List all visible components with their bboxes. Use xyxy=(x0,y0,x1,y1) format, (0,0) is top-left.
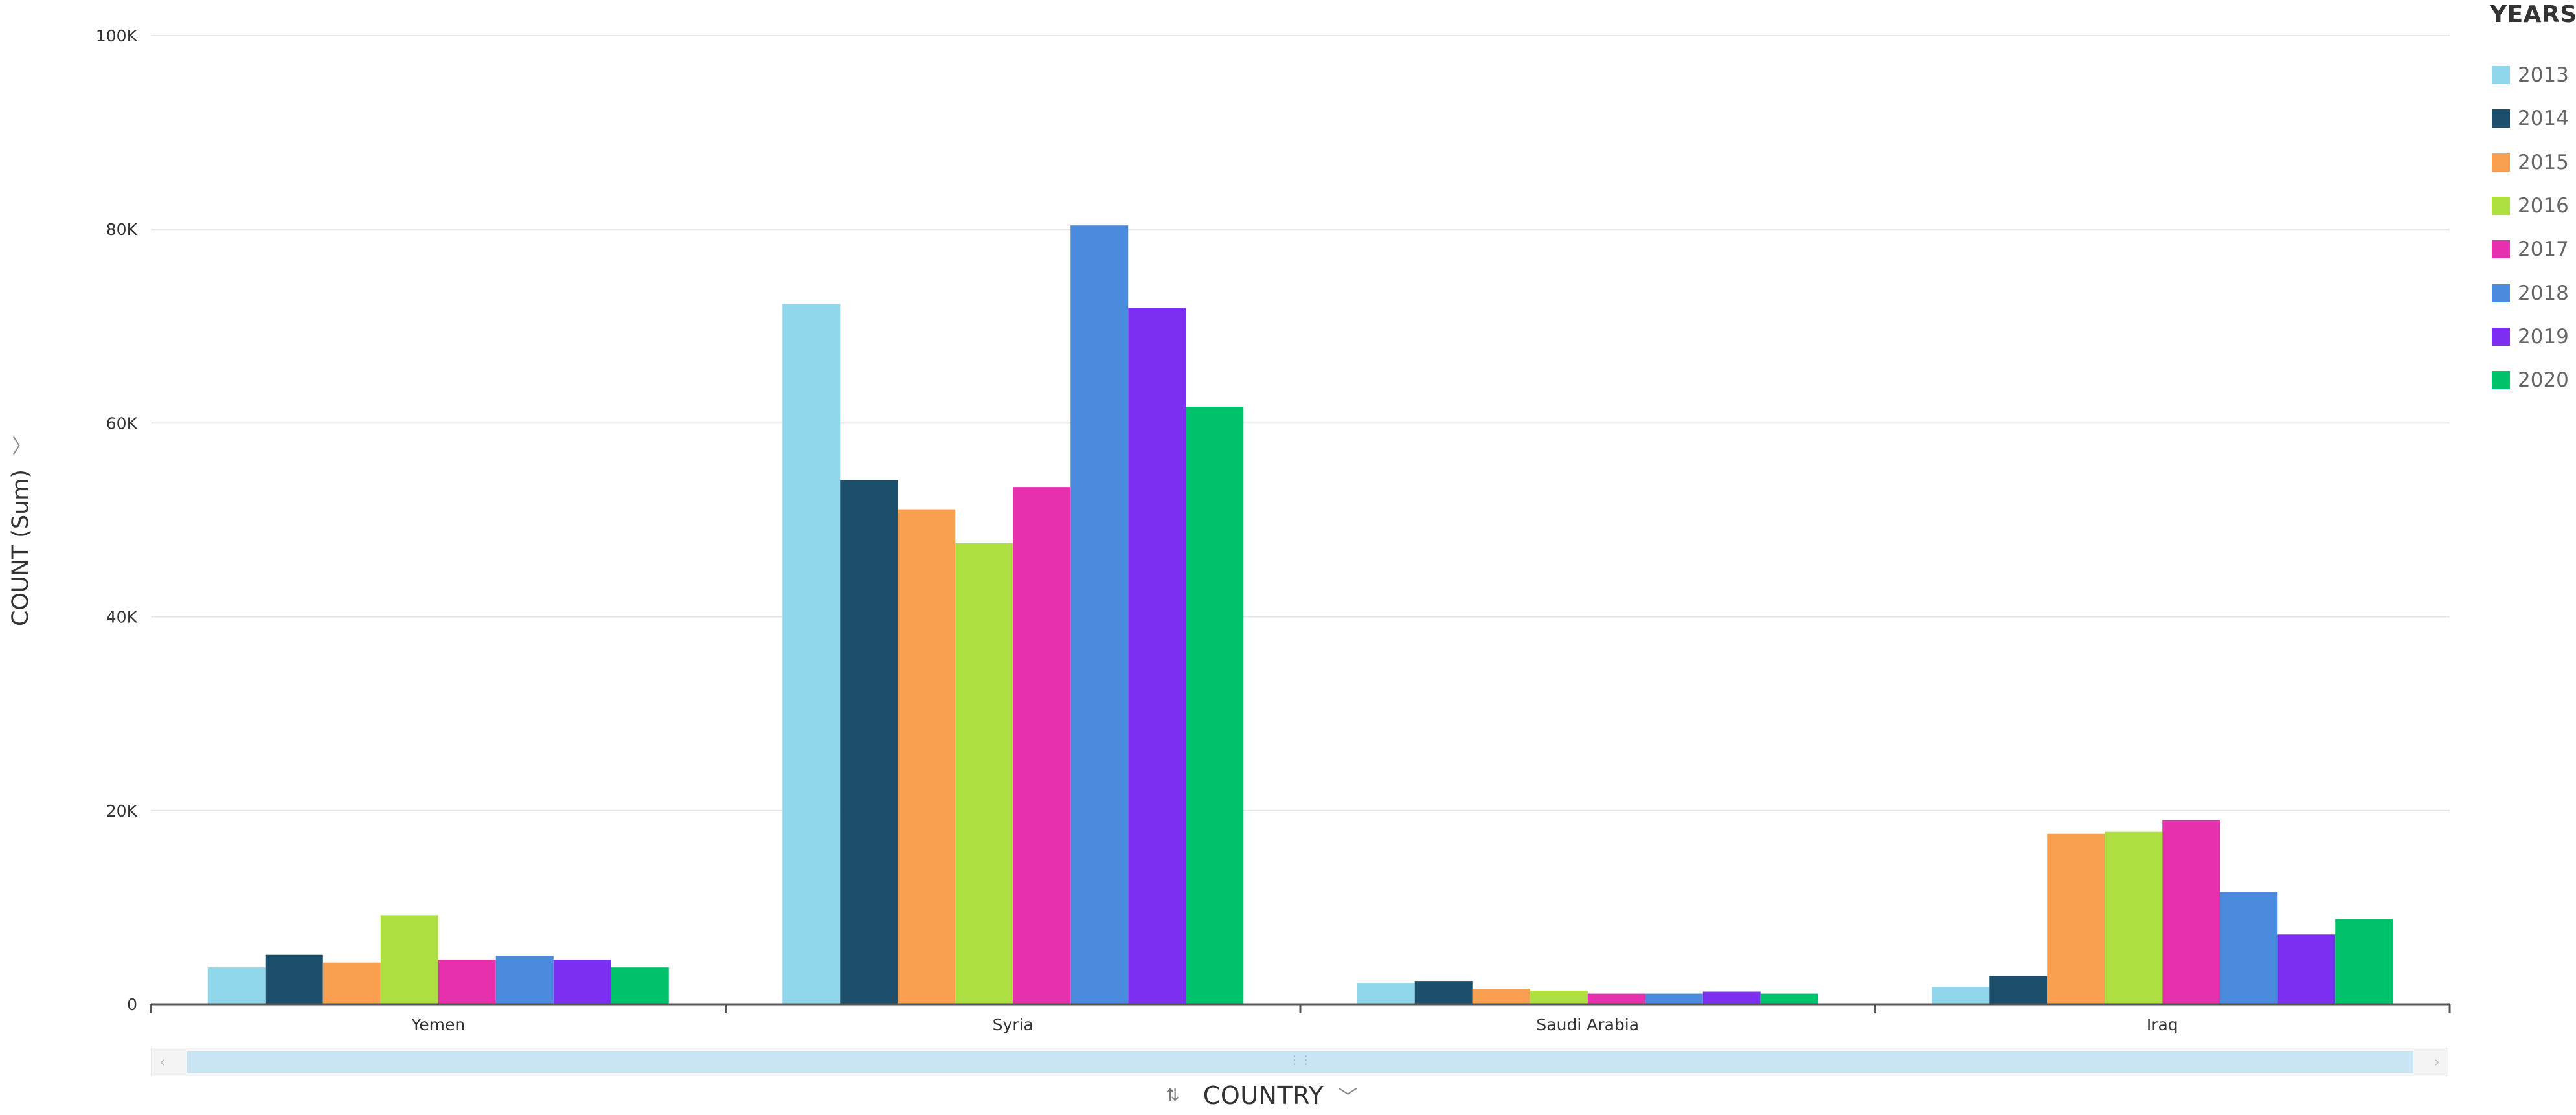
bar[interactable] xyxy=(1357,983,1415,1004)
bar[interactable] xyxy=(265,954,323,1004)
x-tick-label: Iraq xyxy=(2147,1015,2178,1034)
bar[interactable] xyxy=(1587,993,1645,1004)
bar[interactable] xyxy=(495,956,554,1004)
legend-label: 2013 xyxy=(2518,63,2569,87)
y-axis-title: COUNT (Sum) xyxy=(8,469,34,627)
x-tick-label: Syria xyxy=(993,1015,1034,1034)
legend-item[interactable]: 2013 xyxy=(2492,62,2569,88)
y-tick-label: 40K xyxy=(106,608,138,627)
sort-za-icon[interactable]: ⇅ xyxy=(1166,1086,1180,1105)
legend-item[interactable]: 2017 xyxy=(2492,236,2569,262)
scroll-thumb[interactable]: ⋮⋮ xyxy=(187,1051,2413,1073)
bar[interactable] xyxy=(380,915,438,1004)
legend-swatch xyxy=(2492,284,2510,302)
y-tick-label: 100K xyxy=(96,27,138,45)
y-tick-label: 60K xyxy=(106,414,138,433)
legend-item[interactable]: 2019 xyxy=(2492,324,2569,350)
legend-label: 2017 xyxy=(2518,238,2569,262)
legend-label: 2018 xyxy=(2518,281,2569,305)
y-axis-title-control[interactable]: COUNT (Sum) ﹀ xyxy=(6,436,35,626)
scroll-right-arrow-icon[interactable]: › xyxy=(2434,1053,2440,1071)
bar[interactable] xyxy=(1932,987,1990,1004)
legend-label: 2016 xyxy=(2518,194,2569,218)
bar[interactable] xyxy=(1645,993,1703,1004)
legend-swatch xyxy=(2492,327,2510,346)
bar[interactable] xyxy=(2220,892,2278,1004)
bar[interactable] xyxy=(1128,308,1186,1005)
bar[interactable] xyxy=(611,967,669,1004)
legend-item[interactable]: 2014 xyxy=(2492,106,2569,131)
y-tick-label: 80K xyxy=(106,220,138,239)
x-axis-title-control[interactable]: ⇅ COUNTRY ﹀ xyxy=(1166,1076,1357,1115)
bar[interactable] xyxy=(1530,991,1588,1004)
legend-swatch xyxy=(2492,371,2510,390)
bar[interactable] xyxy=(840,480,898,1004)
bar[interactable] xyxy=(1013,487,1071,1004)
bar[interactable] xyxy=(2277,934,2336,1004)
legend-swatch xyxy=(2492,66,2510,84)
bar[interactable] xyxy=(1414,981,1473,1004)
bar[interactable] xyxy=(2047,833,2105,1004)
grip-icon: ⋮⋮ xyxy=(1289,1053,1312,1067)
legend-item[interactable]: 2018 xyxy=(2492,280,2569,306)
legend-label: 2019 xyxy=(2518,324,2569,348)
bar[interactable] xyxy=(1760,993,1818,1004)
bar[interactable] xyxy=(2335,919,2393,1004)
legend-swatch xyxy=(2492,153,2510,172)
legend-item[interactable]: 2016 xyxy=(2492,193,2569,219)
bar[interactable] xyxy=(955,543,1013,1004)
bar[interactable] xyxy=(322,962,381,1004)
y-tick-label: 0 xyxy=(127,995,137,1014)
scroll-left-arrow-icon[interactable]: ‹ xyxy=(159,1053,166,1071)
bar[interactable] xyxy=(1472,989,1530,1004)
legend-swatch xyxy=(2492,196,2510,215)
x-tick-label: Yemen xyxy=(411,1015,465,1034)
bar[interactable] xyxy=(438,960,496,1004)
legend-label: 2015 xyxy=(2518,150,2569,174)
legend-title: YEARS xyxy=(2490,1,2576,28)
legend-label: 2020 xyxy=(2518,368,2569,392)
bar[interactable] xyxy=(2105,831,2163,1004)
legend-swatch xyxy=(2492,240,2510,259)
bar[interactable] xyxy=(1186,406,1244,1004)
bar[interactable] xyxy=(782,304,841,1005)
chevron-down-icon[interactable]: ﹀ xyxy=(12,435,34,455)
chevron-down-icon[interactable]: ﹀ xyxy=(1338,1087,1358,1109)
bar[interactable] xyxy=(207,967,266,1004)
bar[interactable] xyxy=(1702,991,1761,1004)
bar[interactable] xyxy=(2162,820,2220,1004)
legend: YEARS 2013 2014 2015 2016 2017 2018 2019 2020 xyxy=(2487,0,2576,414)
horizontal-scrollbar[interactable]: ‹ ⋮⋮ › xyxy=(151,1048,2448,1076)
y-tick-label: 20K xyxy=(106,802,138,820)
legend-item[interactable]: 2020 xyxy=(2492,367,2569,393)
bar[interactable] xyxy=(553,960,611,1004)
legend-label: 2014 xyxy=(2518,107,2569,131)
x-tick-label: Saudi Arabia xyxy=(1536,1015,1639,1034)
legend-swatch xyxy=(2492,109,2510,128)
legend-item[interactable]: 2015 xyxy=(2492,150,2569,175)
bar[interactable] xyxy=(1070,225,1129,1004)
bar[interactable] xyxy=(898,509,956,1004)
x-axis-title: COUNTRY xyxy=(1203,1081,1324,1110)
bar[interactable] xyxy=(1989,976,2048,1004)
